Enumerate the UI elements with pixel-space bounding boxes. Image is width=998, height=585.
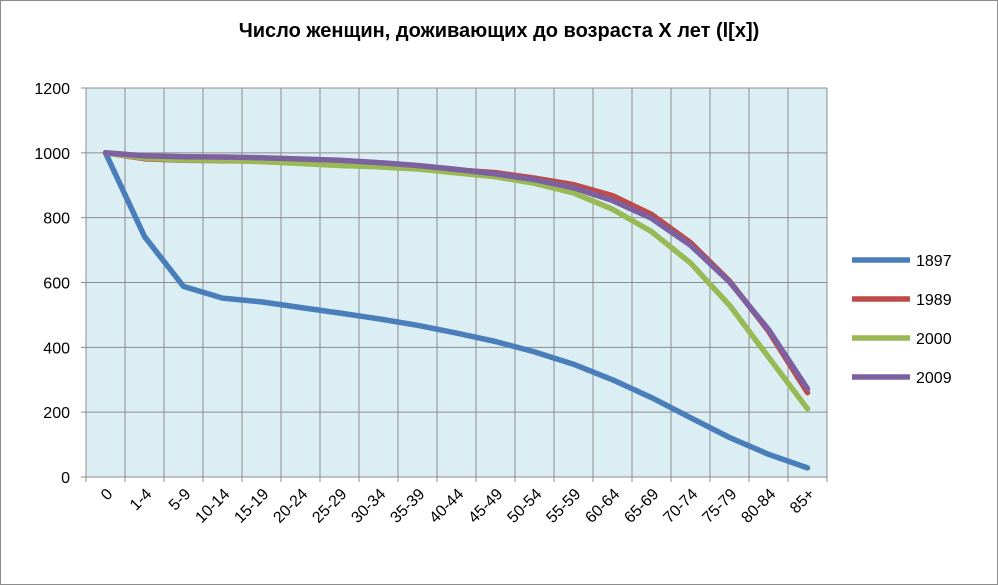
x-tick-label: 85+ (787, 486, 818, 517)
y-tick-label: 1200 (34, 81, 70, 98)
y-tick-label: 800 (43, 211, 70, 228)
series-lines (102, 150, 811, 471)
y-axis-ticks: 0 200 400 600 800 1000 1200 (34, 81, 70, 487)
legend-label-2009: 2009 (916, 370, 952, 387)
x-tick-label: 30-34 (348, 486, 389, 527)
x-axis-ticks: 0 1-4 5-910-1415-1920-2425-2930-3435-3940-… (98, 486, 818, 527)
x-tick-label: 20-24 (270, 486, 311, 527)
x-tick-label: 65-69 (621, 486, 662, 527)
series-line-1897 (102, 150, 811, 471)
x-tick-label: 1-4 (127, 486, 155, 514)
x-tick-label: 70-74 (660, 486, 701, 527)
axes (81, 87, 828, 482)
legend: 1897 1989 2000 2009 (852, 253, 952, 387)
y-tick-label: 600 (43, 276, 70, 293)
x-tick-label: 25-29 (309, 486, 350, 527)
y-tick-label: 400 (43, 340, 70, 357)
x-tick-label: 75-79 (699, 486, 740, 527)
x-tick-label: 45-49 (465, 486, 506, 527)
x-tick-label: 10-14 (192, 486, 233, 527)
legend-label-1897: 1897 (916, 253, 952, 270)
x-tick-label: 55-59 (543, 486, 584, 527)
gridlines (85, 87, 828, 478)
y-tick-label: 0 (61, 470, 70, 487)
x-tick-label: 5-9 (166, 486, 194, 514)
legend-label-2000: 2000 (916, 331, 952, 348)
x-tick-label: 50-54 (504, 486, 545, 527)
x-tick-label: 0 (98, 486, 116, 504)
series-line-2000 (102, 150, 811, 412)
x-tick-label: 35-39 (387, 486, 428, 527)
chart-title: Число женщин, доживающих до возраста Х л… (238, 20, 760, 42)
y-tick-label: 200 (43, 405, 70, 422)
x-tick-label: 80-84 (738, 486, 779, 527)
legend-label-1989: 1989 (916, 292, 952, 309)
x-tick-label: 40-44 (426, 486, 467, 527)
x-tick-label: 15-19 (231, 486, 272, 527)
x-tick-label: 60-64 (582, 486, 623, 527)
series-line-2009 (102, 150, 811, 392)
y-tick-label: 1000 (34, 146, 70, 163)
